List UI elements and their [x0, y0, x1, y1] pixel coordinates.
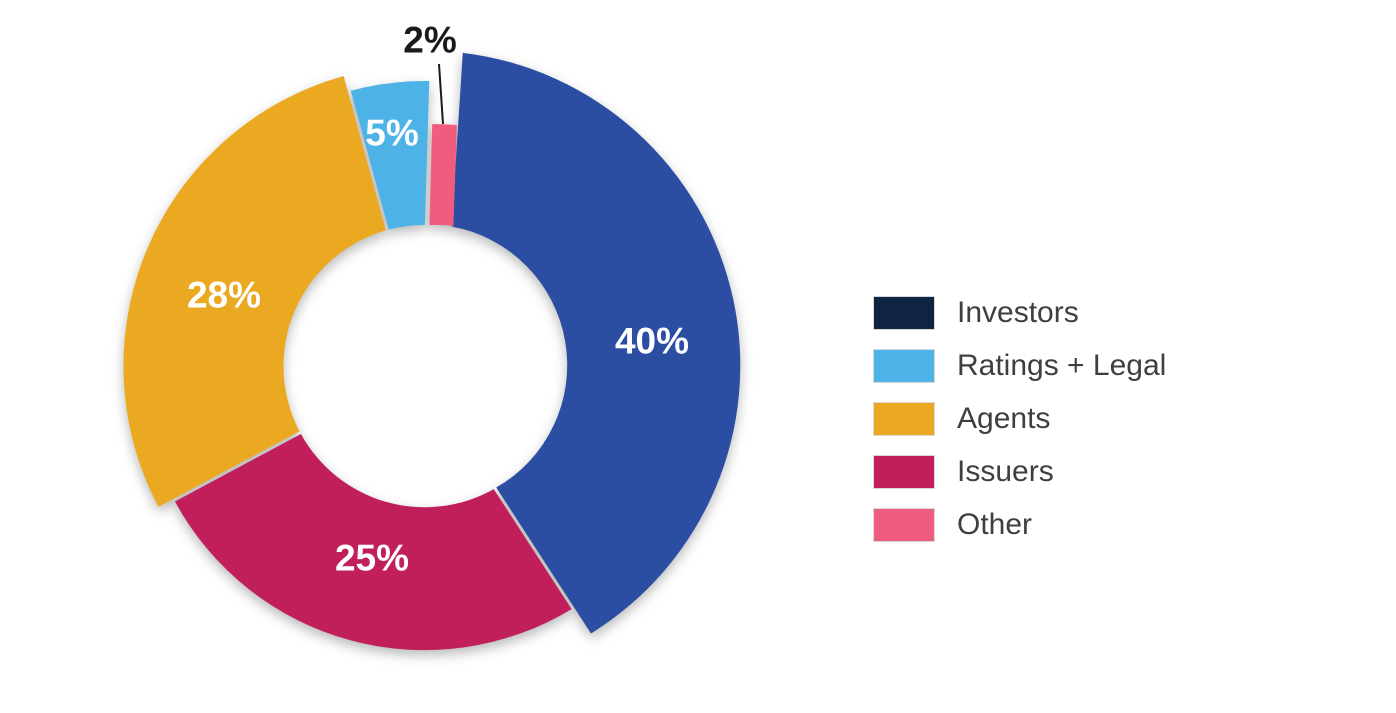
slice-other [429, 124, 457, 226]
slice-label-issuers: 25% [335, 538, 409, 579]
slice-agents [123, 76, 386, 507]
legend-label-agents: Agents [957, 402, 1051, 435]
slice-label-agents: 28% [187, 275, 261, 316]
legend-swatch-agents [873, 402, 935, 436]
legend-swatch-issuers [873, 455, 935, 489]
slice-label-ratings-legal: 5% [365, 113, 418, 154]
chart-legend: Investors Ratings + Legal Agents Issuers… [873, 296, 1166, 561]
legend-label-ratings-legal: Ratings + Legal [957, 349, 1167, 382]
legend-swatch-investors [873, 296, 935, 330]
legend-item-ratings-legal: Ratings + Legal [873, 349, 1166, 383]
legend-label-investors: Investors [957, 296, 1079, 329]
legend-item-investors: Investors [873, 296, 1166, 330]
donut-slices [123, 52, 741, 651]
callout-line-other [438, 63, 444, 125]
legend-item-issuers: Issuers [873, 455, 1166, 489]
legend-swatch-other [873, 508, 935, 542]
slice-label-investors: 40% [615, 321, 689, 362]
legend-item-agents: Agents [873, 402, 1166, 436]
slice-label-other: 2% [403, 20, 456, 61]
slice-investors [451, 52, 741, 634]
slice-ratings-legal [350, 80, 430, 230]
legend-swatch-ratings-legal [873, 349, 935, 383]
legend-item-other: Other [873, 508, 1166, 542]
legend-label-other: Other [957, 508, 1033, 541]
legend-label-issuers: Issuers [957, 455, 1054, 488]
slice-issuers [174, 433, 572, 651]
